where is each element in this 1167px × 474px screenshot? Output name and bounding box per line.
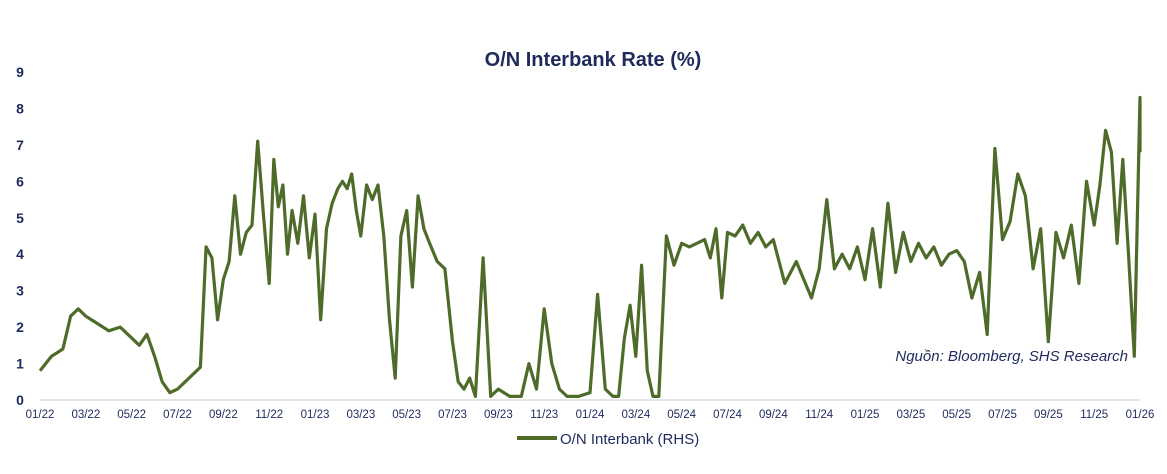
legend-label: O/N Interbank (RHS): [560, 431, 699, 448]
x-tick-label: 03/23: [346, 409, 375, 421]
x-tick-label: 03/25: [896, 409, 925, 421]
y-tick-label: 8: [16, 100, 24, 116]
x-tick-label: 11/25: [1080, 409, 1108, 421]
y-tick-label: 9: [16, 64, 24, 80]
x-tick-label: 09/23: [484, 409, 513, 421]
x-tick-label: 01/25: [851, 409, 880, 421]
x-tick-label: 01/23: [301, 409, 330, 421]
x-tick-label: 03/22: [71, 409, 100, 421]
y-tick-label: 7: [16, 137, 24, 153]
x-tick-label: 11/24: [805, 409, 834, 421]
y-tick-label: 1: [16, 356, 24, 372]
legend: O/N Interbank (RHS): [517, 431, 699, 448]
source-note: Nguồn: Bloomberg, SHS Research: [895, 348, 1128, 365]
x-tick-label: 07/22: [163, 409, 192, 421]
x-tick-label: 05/23: [392, 409, 421, 421]
x-tick-label: 07/24: [713, 409, 742, 421]
y-tick-label: 5: [16, 210, 24, 226]
x-tick-label: 03/24: [621, 409, 650, 421]
x-tick-label: 05/22: [117, 409, 146, 421]
series-line-on-interbank: [38, 95, 1142, 398]
y-tick-label: 4: [16, 246, 24, 262]
x-tick-label: 01/24: [576, 409, 605, 421]
x-tick-label: 01/22: [26, 409, 55, 421]
x-tick-label: 09/25: [1034, 409, 1063, 421]
x-axis-ticks: 01/22 03/22 05/22 07/22 09/22 11/22 01/23 03/23…: [26, 409, 1155, 421]
x-tick-label: 01/26: [1126, 409, 1155, 421]
chart-title: O/N Interbank Rate (%): [485, 49, 702, 71]
x-tick-label: 09/22: [209, 409, 238, 421]
x-tick-label: 05/24: [667, 409, 696, 421]
x-tick-label: 07/23: [438, 409, 467, 421]
x-tick-label: 09/24: [759, 409, 788, 421]
y-tick-label: 0: [16, 392, 24, 408]
x-tick-label: 05/25: [942, 409, 971, 421]
y-tick-label: 3: [16, 283, 24, 299]
y-tick-label: 6: [16, 173, 24, 189]
x-tick-label: 11/22: [255, 409, 283, 421]
y-axis-ticks: 0 1 2 3 4 5 6 7 8 9: [16, 64, 24, 408]
x-tick-label: 11/23: [530, 409, 558, 421]
y-tick-label: 2: [16, 319, 24, 335]
x-tick-label: 07/25: [988, 409, 1017, 421]
